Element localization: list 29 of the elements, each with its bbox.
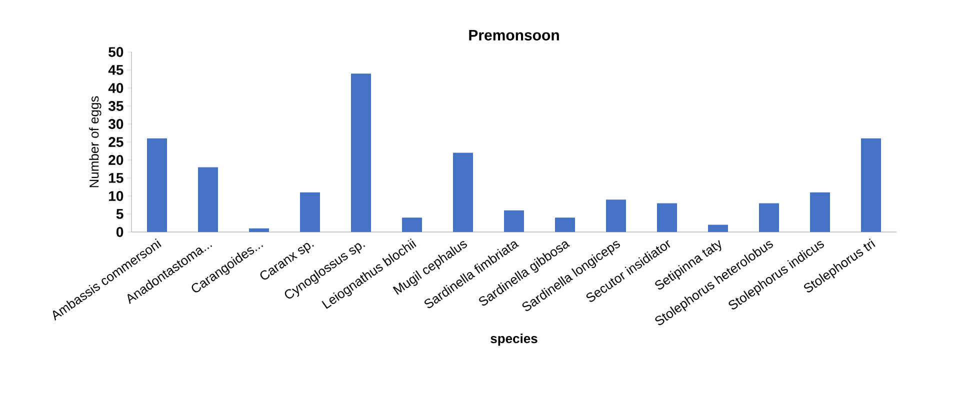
- bar: [402, 218, 422, 232]
- bar: [759, 203, 780, 232]
- bar: [351, 74, 372, 232]
- y-tick-label: 20: [108, 155, 124, 165]
- y-tick-label: 25: [108, 137, 124, 147]
- y-tick-label: 0: [116, 227, 124, 237]
- bar: [708, 224, 728, 232]
- bar: [861, 138, 882, 232]
- bar: [657, 203, 678, 232]
- bar: [555, 218, 576, 232]
- y-tick-label: 30: [108, 119, 124, 129]
- bar: [300, 192, 320, 232]
- bar: [453, 152, 474, 232]
- y-tick-label: 35: [108, 101, 124, 111]
- y-tick-label: 15: [109, 173, 124, 183]
- y-tick-label: 40: [108, 83, 124, 93]
- chart-title: Premonsoon: [469, 30, 559, 40]
- y-tick-label: 50: [108, 47, 124, 57]
- bar: [606, 200, 626, 232]
- bar: [198, 167, 218, 232]
- bar: [249, 228, 269, 232]
- y-axis-title: Number of eggs: [89, 96, 102, 188]
- y-tick-label: 45: [108, 65, 124, 75]
- bar: [147, 138, 167, 232]
- x-axis-title: species: [490, 334, 538, 346]
- y-tick-label: 5: [116, 209, 124, 219]
- y-tick-label: 10: [109, 191, 124, 201]
- bar: [504, 210, 524, 232]
- bar: [810, 192, 830, 232]
